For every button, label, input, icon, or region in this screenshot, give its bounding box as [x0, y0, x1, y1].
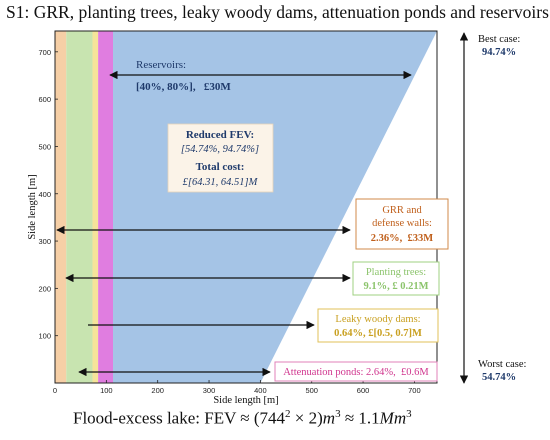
- equation-unit-exp: 3: [335, 408, 341, 420]
- equation-unit2-exp: 3: [406, 408, 412, 420]
- zone-leaky-dams: [92, 31, 99, 383]
- trees-callout-box: [352, 261, 440, 296]
- zone-planting-trees: [66, 31, 93, 383]
- ponds-callout-box: [274, 361, 438, 382]
- equation-unit: m: [322, 408, 336, 428]
- best-case-value: 94.74%: [482, 47, 516, 58]
- y-tick-label: 200: [38, 284, 51, 293]
- reservoirs-values: [40%, 80%], £30M: [136, 81, 231, 93]
- best-case-label: Best case:: [478, 34, 520, 45]
- summary-reduced-label: Reduced FEV:: [186, 129, 254, 141]
- zone-reservoirs: [113, 31, 438, 383]
- y-tick-label: 100: [38, 332, 51, 341]
- grr-callout-box: [355, 198, 449, 250]
- x-axis-ticks: 0 100 200 300 400 500 600 700: [53, 380, 421, 395]
- y-axis-label: Side length [m]: [27, 174, 38, 239]
- flood-excess-equation: Flood-excess lake: FEV ≈ (7442 × 2)m3 ≈ …: [73, 408, 412, 429]
- x-tick-label: 700: [408, 386, 421, 395]
- summary-reduced-range: [54.74%, 94.74%]: [181, 144, 259, 155]
- y-tick-label: 700: [38, 48, 51, 57]
- y-tick-label: 500: [38, 142, 51, 151]
- equation-approx: ≈ 1.1: [340, 408, 380, 428]
- equation-mid: × 2): [290, 408, 323, 428]
- x-axis-label: Side length [m]: [213, 395, 278, 406]
- x-tick-label: 0: [53, 386, 57, 395]
- summary-box: [167, 123, 274, 193]
- equation-prefix: Flood-excess lake: FEV ≈ (744: [73, 408, 286, 428]
- grr-callout-line1: GRR and: [382, 205, 422, 216]
- summary-cost-range: £[64.31, 64.51]M: [183, 177, 259, 188]
- figure-title: S1: GRR, planting trees, leaky woody dam…: [6, 2, 550, 22]
- grr-callout-line3: 2.36%, £33M: [371, 233, 434, 244]
- y-axis-ticks: 100 200 300 400 500 600 700: [38, 48, 58, 341]
- x-tick-label: 100: [100, 386, 113, 395]
- y-tick-label: 600: [38, 95, 51, 104]
- dams-callout-box: [317, 308, 439, 343]
- dams-callout-line1: Leaky woody dams:: [335, 314, 420, 325]
- x-tick-label: 400: [254, 386, 267, 395]
- y-tick-label: 300: [38, 237, 51, 246]
- zone-attenuation-ponds: [98, 31, 114, 383]
- x-tick-label: 500: [305, 386, 318, 395]
- ponds-callout-text: Attenuation ponds: 2.64%, £0.6M: [283, 367, 429, 378]
- grr-callout-line2: defense walls:: [372, 218, 432, 229]
- x-tick-label: 200: [151, 386, 164, 395]
- summary-cost-label: Total cost:: [196, 161, 245, 173]
- equation-exp: 2: [285, 408, 291, 420]
- equation-unit2: Mm: [379, 408, 407, 428]
- y-tick-label: 400: [38, 190, 51, 199]
- reservoirs-label: Reservoirs:: [136, 59, 186, 71]
- trees-callout-line1: Planting trees:: [366, 267, 426, 278]
- worst-case-value: 54.74%: [482, 372, 516, 383]
- worst-case-label: Worst case:: [478, 359, 527, 370]
- x-tick-label: 600: [357, 386, 370, 395]
- x-tick-label: 300: [203, 386, 216, 395]
- zone-grr: [55, 31, 67, 383]
- trees-callout-line2: 9.1%, £ 0.21M: [363, 281, 428, 292]
- dams-callout-line2: 0.64%, £[0.5, 0.7]M: [334, 328, 422, 339]
